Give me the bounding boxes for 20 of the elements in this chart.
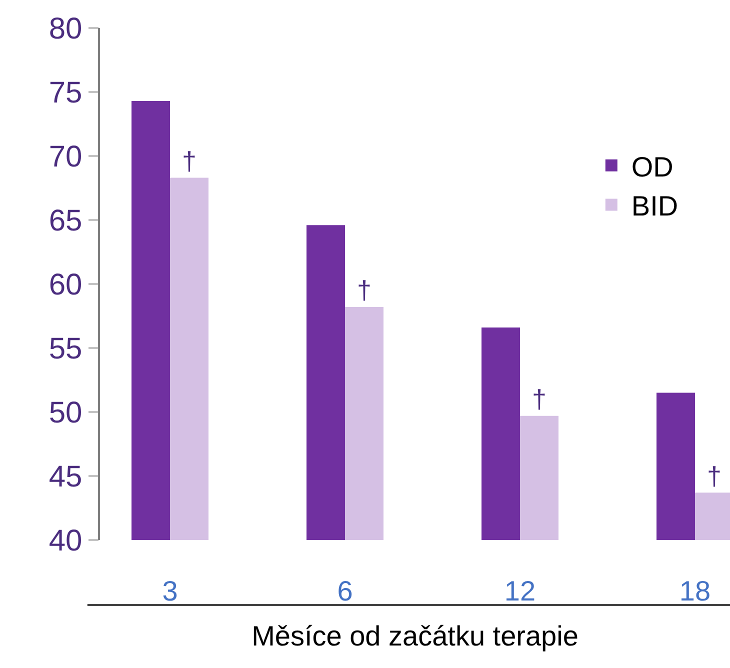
y-tick-label: 50 — [48, 396, 82, 430]
x-tick-label: 18 — [679, 576, 711, 607]
annotation: † — [707, 461, 722, 491]
annotation: † — [532, 384, 546, 414]
legend-label: BID — [631, 190, 678, 222]
x-axis-title: Měsíce od začátku terapie — [252, 620, 578, 652]
y-tick-label: 70 — [48, 140, 82, 174]
y-tick-label: 80 — [48, 12, 82, 46]
legend-label: OD — [631, 151, 674, 182]
y-tick-label: 45 — [48, 460, 82, 494]
y-tick-label: 75 — [48, 76, 82, 110]
x-tick-label: 12 — [504, 576, 536, 607]
annotation: † — [357, 275, 372, 305]
y-tick-label: 65 — [48, 204, 82, 238]
y-tick-label: 40 — [48, 524, 82, 558]
x-tick-label: 6 — [337, 576, 353, 607]
annotation: † — [182, 146, 196, 176]
x-tick-label: 3 — [162, 576, 178, 607]
y-tick-label: 55 — [48, 332, 82, 366]
y-tick-label: 60 — [48, 268, 82, 302]
